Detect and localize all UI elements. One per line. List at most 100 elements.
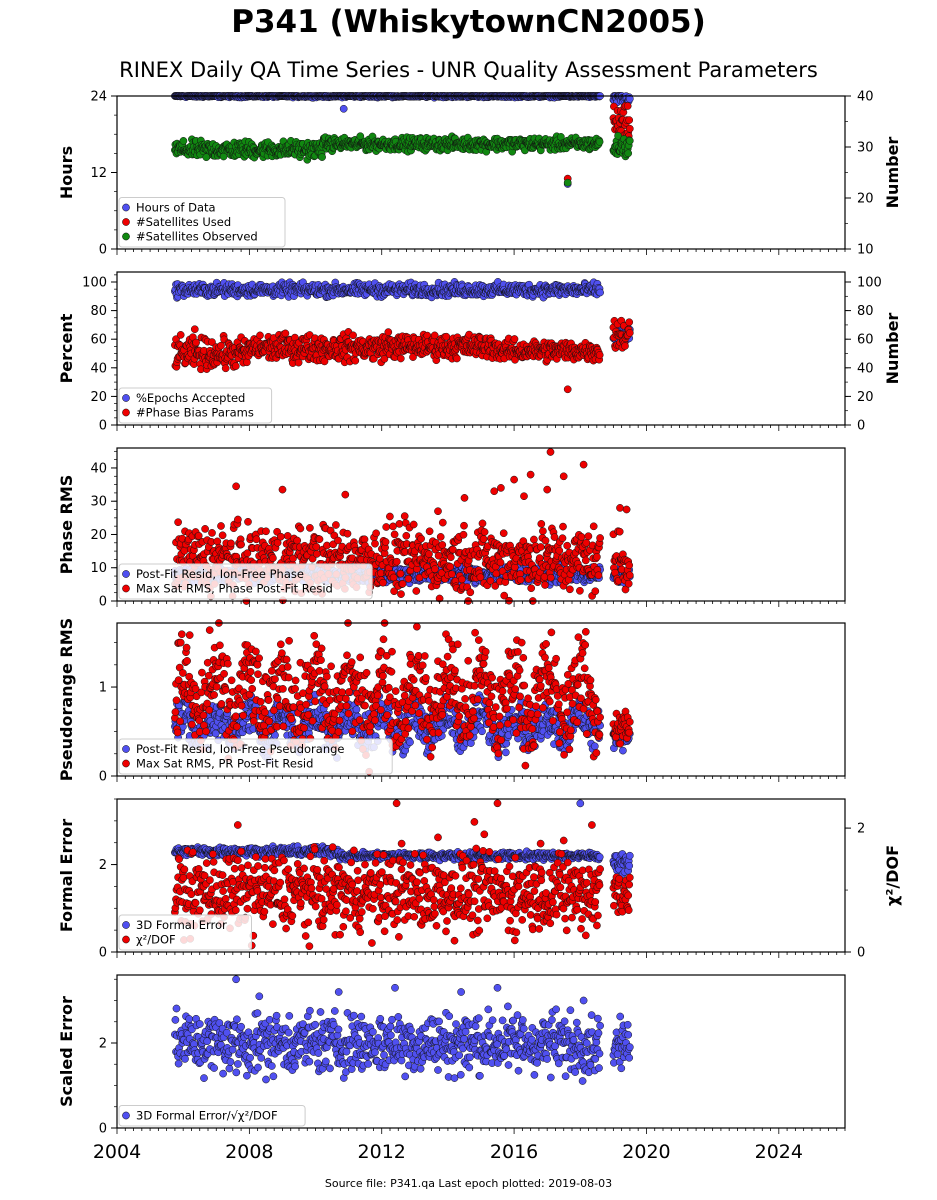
data-point — [276, 532, 285, 541]
data-point — [202, 153, 211, 162]
y2-tick-label: 60 — [857, 333, 874, 348]
y2-tick-label: 20 — [857, 390, 874, 405]
y-tick-label: 12 — [90, 166, 107, 181]
y-tick-label: 80 — [90, 304, 107, 319]
series-2 — [171, 316, 634, 394]
y2-tick-label: 40 — [857, 90, 874, 105]
y-axis-label: Hours — [57, 146, 76, 199]
data-point — [371, 539, 379, 548]
y2-tick-label: 30 — [857, 141, 874, 156]
data-point — [382, 523, 391, 531]
data-point — [625, 136, 634, 145]
data-point — [563, 178, 572, 187]
data-point — [218, 531, 227, 540]
data-point — [269, 554, 277, 562]
data-point — [351, 356, 360, 365]
data-point — [231, 362, 240, 370]
panel-1: 0 12 24 Hours 10 20 30 40 Number Hours of Data#Sa… — [57, 90, 902, 258]
data-point — [349, 331, 357, 340]
data-point — [213, 537, 222, 546]
data-point — [190, 325, 199, 334]
data-point — [201, 525, 209, 533]
data-point — [384, 328, 393, 336]
data-point — [400, 512, 409, 520]
y2-tick-label: 40 — [857, 361, 874, 376]
data-point — [409, 520, 418, 529]
y2-tick-label: 10 — [857, 243, 874, 258]
data-point — [315, 535, 324, 544]
legend-label: #Phase Bias Params — [136, 406, 254, 420]
y-tick-label: 0 — [99, 419, 107, 434]
legend-marker — [122, 408, 130, 417]
y2-axis-label: Number — [883, 313, 902, 385]
legend-marker — [122, 218, 130, 226]
y-tick-label: 60 — [90, 333, 107, 348]
legend-marker — [122, 203, 130, 212]
data-point — [174, 518, 182, 527]
data-points — [171, 92, 634, 188]
data-point — [293, 536, 302, 545]
chart-title: P341 (WhiskytownCN2005) — [231, 4, 706, 40]
data-point — [392, 557, 401, 566]
chart-subtitle: RINEX Daily QA Time Series - UNR Quality… — [119, 58, 818, 82]
data-point — [381, 538, 390, 546]
data-point — [176, 331, 185, 339]
data-point — [596, 288, 604, 297]
data-point — [296, 524, 305, 533]
data-point — [294, 358, 303, 367]
data-point — [625, 124, 634, 133]
y2-tick-label: 0 — [857, 419, 865, 434]
data-point — [306, 524, 314, 532]
y-tick-label: 40 — [90, 361, 107, 376]
data-point — [623, 102, 632, 110]
data-point — [395, 520, 404, 528]
data-point — [262, 527, 270, 536]
legend-label: %Epochs Accepted — [136, 391, 245, 405]
data-point — [625, 318, 634, 327]
data-point — [379, 578, 387, 587]
data-point — [334, 536, 342, 545]
data-point — [180, 546, 189, 555]
y-tick-label: 24 — [90, 90, 107, 105]
data-point — [252, 535, 261, 544]
data-points — [171, 278, 634, 394]
data-point — [625, 329, 634, 337]
y-tick-label: 0 — [99, 243, 107, 258]
data-point — [595, 351, 604, 359]
y2-tick-label: 20 — [857, 192, 874, 207]
data-point — [510, 335, 519, 343]
data-point — [227, 539, 235, 548]
legend-label: #Satellites Observed — [136, 230, 258, 244]
data-point — [625, 116, 634, 124]
y-tick-label: 20 — [90, 390, 107, 405]
data-point — [386, 512, 394, 521]
data-point — [244, 517, 252, 526]
data-point — [343, 529, 352, 538]
y2-tick-label: 100 — [857, 276, 882, 291]
y2-axis-label: Number — [883, 137, 902, 209]
y-axis-label: Percent — [57, 313, 76, 383]
data-point — [390, 530, 399, 539]
legend-label: #Satellites Used — [136, 215, 231, 229]
data-point — [179, 137, 188, 145]
data-point — [430, 331, 439, 340]
legend: %Epochs Accepted#Phase Bias Params — [118, 387, 273, 424]
data-point — [256, 331, 264, 340]
data-point — [339, 104, 348, 113]
data-point — [402, 531, 411, 540]
data-point — [243, 358, 251, 367]
data-point — [397, 590, 405, 598]
data-point — [396, 569, 405, 578]
data-point — [624, 149, 633, 158]
data-point — [208, 529, 216, 537]
data-point — [217, 522, 225, 530]
data-point — [389, 522, 397, 531]
data-point — [234, 515, 242, 524]
y-tick-label: 100 — [82, 276, 107, 291]
data-point — [595, 137, 604, 146]
data-point — [453, 354, 461, 363]
legend: Hours of Data#Satellites Used#Satellites… — [118, 197, 286, 248]
data-point — [221, 364, 230, 373]
